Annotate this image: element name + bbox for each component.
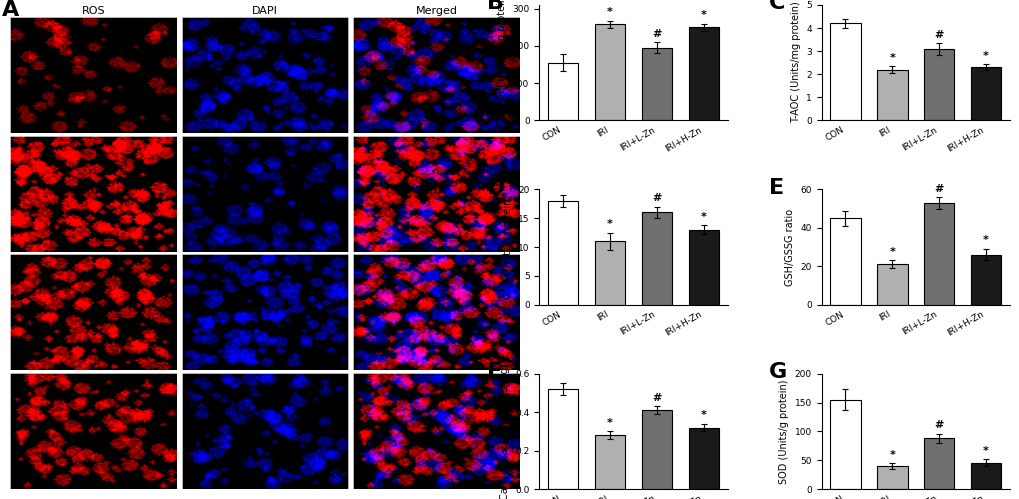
Bar: [829, 400, 860, 489]
Bar: [970, 67, 1001, 120]
Text: *: *: [700, 410, 706, 420]
Text: #: #: [933, 29, 943, 39]
Text: DAPI: DAPI: [252, 5, 277, 15]
Bar: [876, 466, 907, 489]
Bar: [876, 69, 907, 120]
Text: *: *: [889, 247, 895, 257]
Bar: [829, 23, 860, 120]
Bar: [547, 389, 578, 489]
Bar: [688, 230, 718, 304]
Text: C: C: [768, 0, 785, 13]
Bar: [876, 264, 907, 304]
Bar: [547, 62, 578, 120]
Y-axis label: GSH (Units/g protein): GSH (Units/g protein): [502, 195, 513, 299]
Text: A: A: [2, 0, 19, 19]
Bar: [970, 463, 1001, 489]
Text: #: #: [651, 29, 661, 39]
Bar: [970, 254, 1001, 304]
Text: *: *: [606, 418, 612, 428]
Text: *: *: [982, 236, 988, 246]
Y-axis label: GSH/GSSG ratio: GSH/GSSG ratio: [784, 209, 794, 285]
Text: #: #: [651, 193, 661, 203]
Text: *: *: [700, 10, 706, 20]
Bar: [641, 213, 672, 304]
Text: #: #: [651, 393, 661, 403]
Y-axis label: Catalase activity (Units/mg): Catalase activity (Units/mg): [499, 363, 510, 499]
Text: *: *: [606, 7, 612, 17]
Text: E: E: [768, 178, 784, 198]
Text: *: *: [889, 52, 895, 62]
Y-axis label: MDA level (nmol/mg protein): MDA level (nmol/mg protein): [496, 0, 506, 133]
Y-axis label: SOD (Units/g protein): SOD (Units/g protein): [779, 379, 789, 484]
Bar: [594, 241, 625, 304]
Text: B: B: [486, 0, 503, 13]
Bar: [923, 49, 954, 120]
Bar: [594, 24, 625, 120]
Y-axis label: T-AOC (Units/mg protein): T-AOC (Units/mg protein): [790, 1, 800, 123]
Text: F: F: [486, 362, 501, 382]
Bar: [641, 48, 672, 120]
Bar: [688, 27, 718, 120]
Bar: [923, 203, 954, 304]
Text: *: *: [982, 446, 988, 456]
Text: *: *: [982, 51, 988, 61]
Text: G: G: [768, 362, 787, 382]
Text: ROS: ROS: [82, 5, 105, 15]
Text: #: #: [933, 420, 943, 430]
Bar: [641, 410, 672, 489]
Text: Merged: Merged: [415, 5, 458, 15]
Bar: [829, 218, 860, 304]
Text: *: *: [889, 450, 895, 460]
Text: *: *: [700, 212, 706, 222]
Text: *: *: [606, 219, 612, 229]
Text: D: D: [486, 178, 504, 198]
Bar: [688, 428, 718, 489]
Bar: [923, 438, 954, 489]
Text: #: #: [933, 184, 943, 194]
Bar: [594, 435, 625, 489]
Bar: [547, 201, 578, 304]
